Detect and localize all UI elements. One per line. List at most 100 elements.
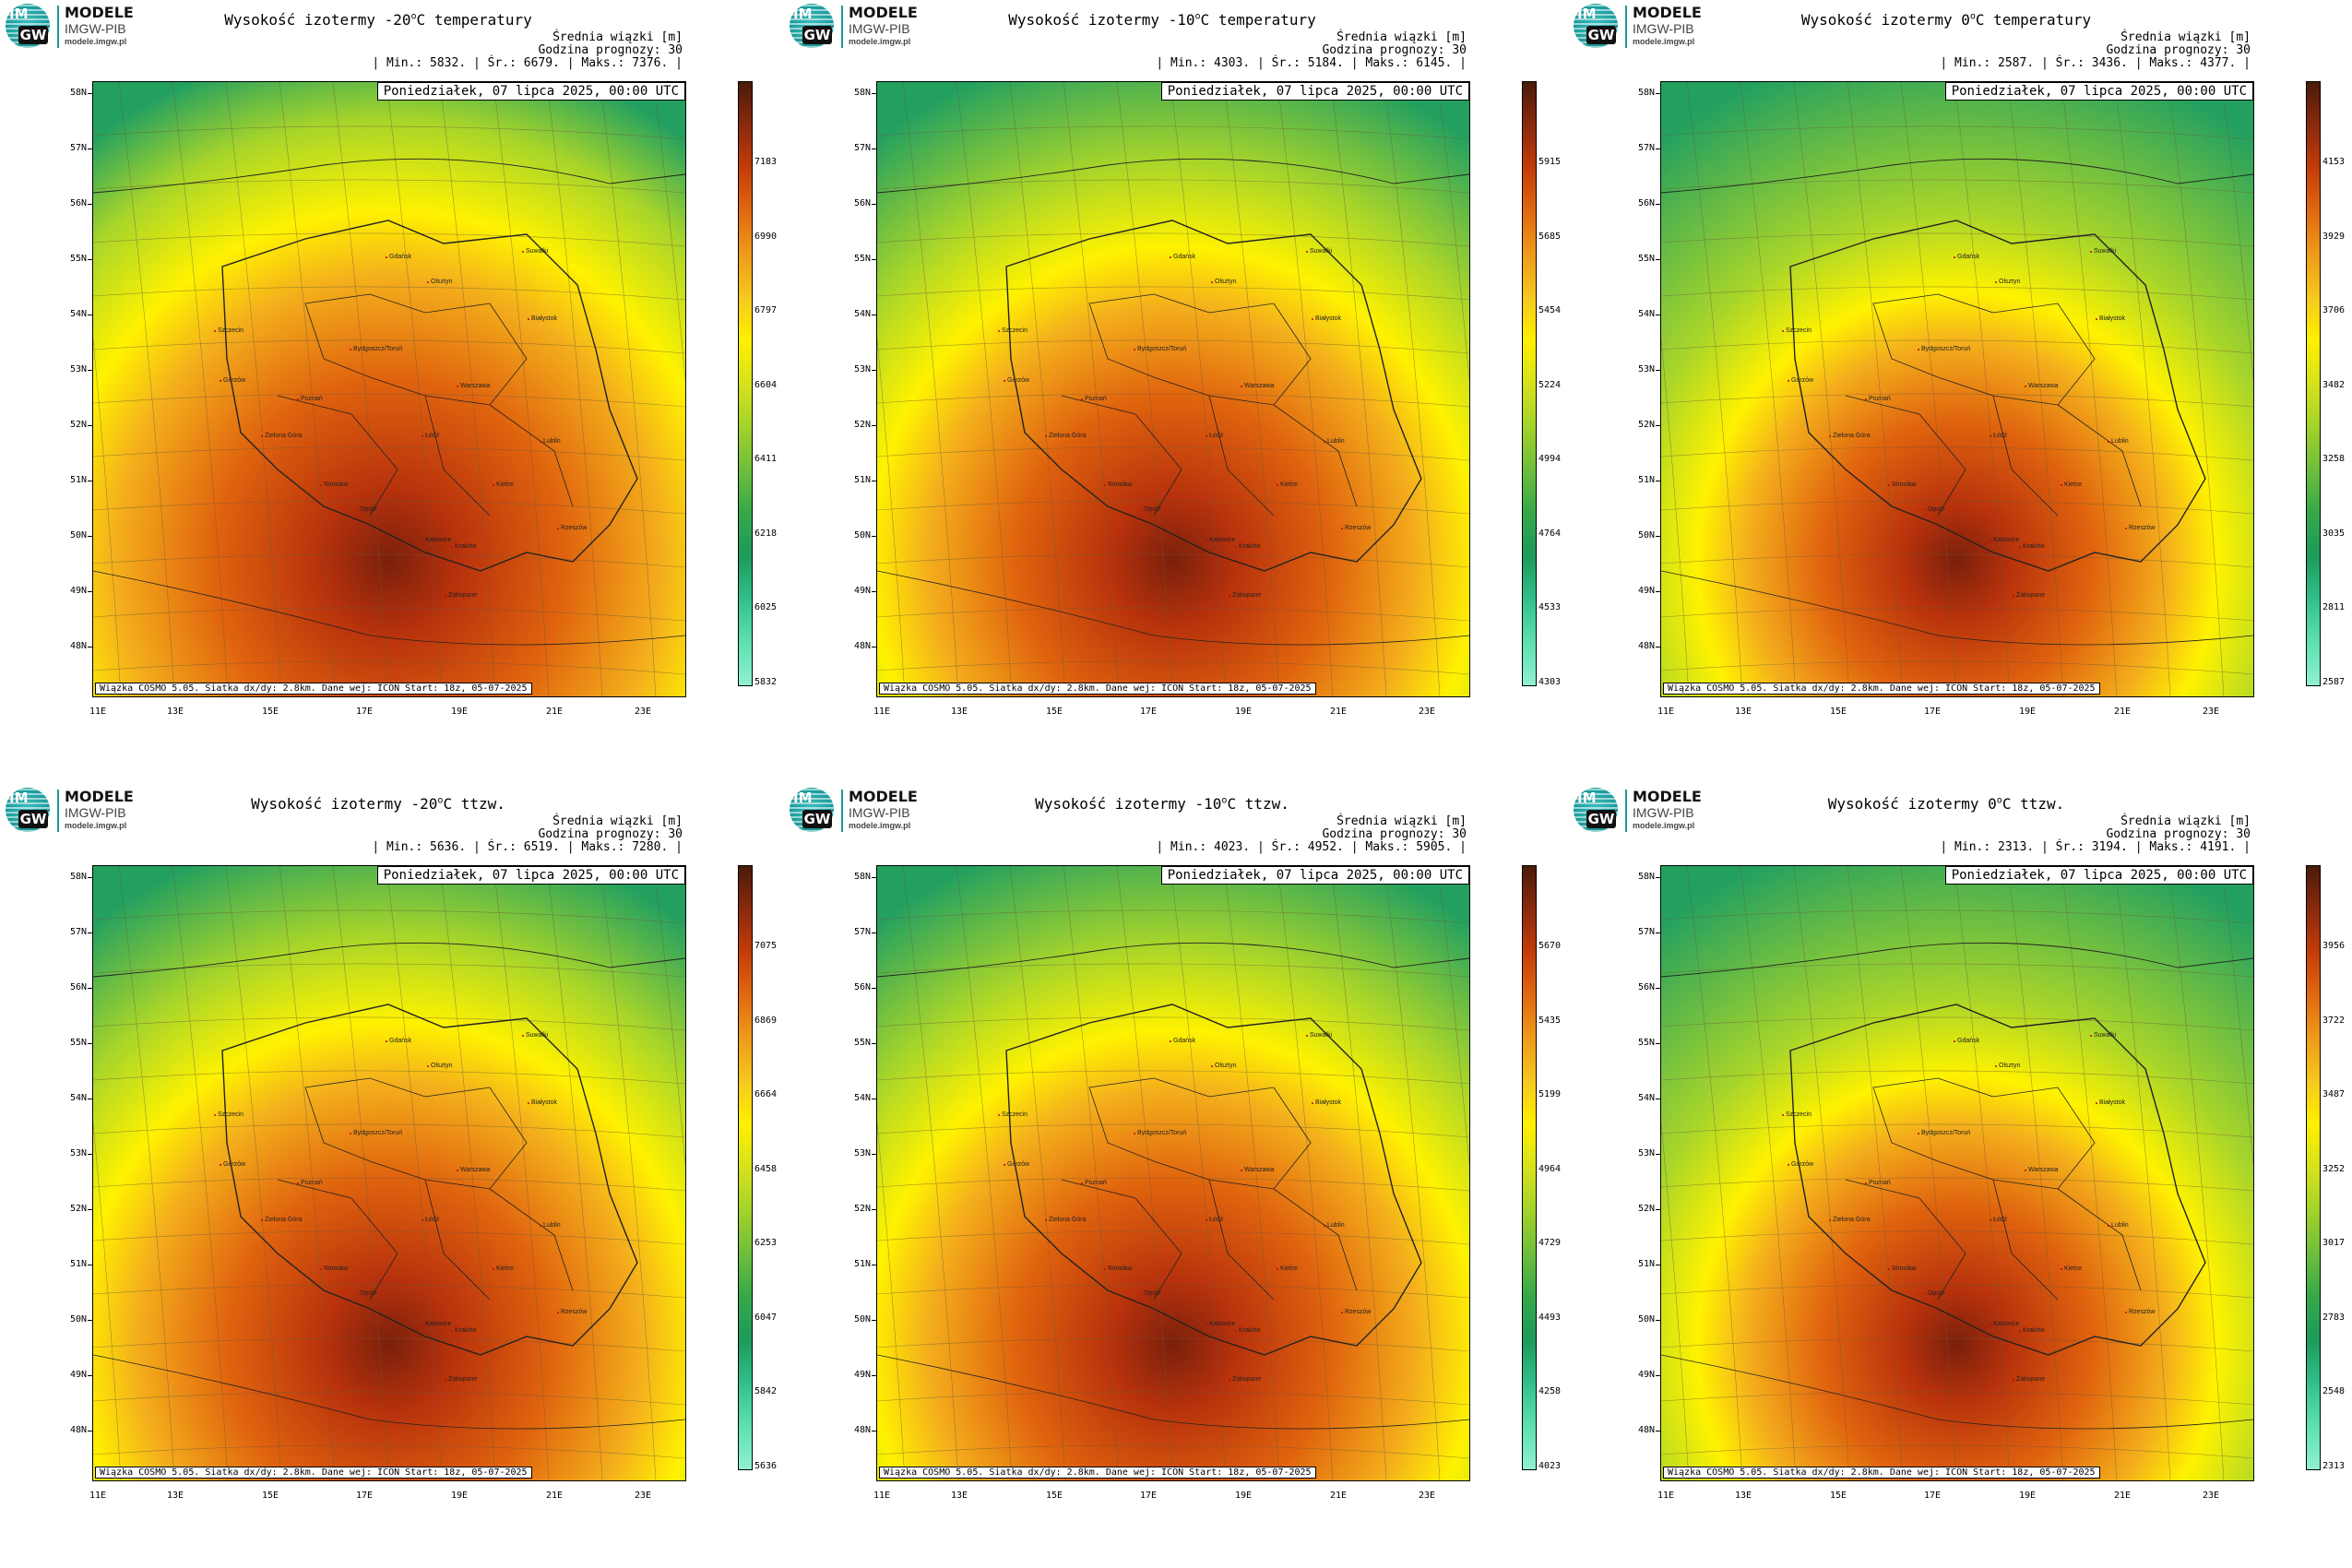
city-label: Gdańsk	[385, 254, 412, 260]
latitude-label: 56N	[1623, 982, 1660, 992]
latitude-label: 58N	[839, 872, 876, 882]
longitude-label: 15E	[261, 707, 279, 717]
colorbar	[2306, 81, 2321, 686]
panel-title: Wysokość izotermy -20oC temperatury	[148, 11, 609, 29]
colorbar-tick: 6411	[754, 454, 778, 464]
forecast-date: Poniedziałek, 07 lipca 2025, 00:00 UTC	[376, 866, 685, 885]
city-label: Białystok	[1311, 315, 1342, 322]
latitude-label: 49N	[839, 1370, 876, 1380]
colorbar-tick: 4303	[1538, 677, 1562, 687]
city-label: Warszawa	[2024, 1167, 2059, 1173]
degree-mark: o	[1194, 11, 1201, 22]
city-label: Katowice	[1205, 537, 1236, 543]
city-label: Białystok	[527, 1099, 558, 1106]
mean-label: Średnia wiązki [m]	[1336, 814, 1467, 828]
city-label: Opole	[1924, 1290, 1945, 1297]
city-label: Lublin	[1324, 438, 1345, 445]
longitude-label: 17E	[1139, 707, 1158, 717]
city-label: Katowice	[1205, 1321, 1236, 1327]
imgw-logo: IM GW MODELE IMGW-PIB modele.imgw.pl	[790, 788, 937, 836]
logo-url: modele.imgw.pl	[849, 821, 911, 830]
degree-mark: o	[1996, 795, 2002, 806]
latitude-label: 48N	[839, 1425, 876, 1435]
panel-title: Wysokość izotermy 0oC temperatury	[1716, 11, 2177, 29]
stats-sep: | Min.:	[372, 56, 431, 70]
latitude-label: 56N	[55, 982, 92, 992]
forecast-panel: IM GW MODELE IMGW-PIB modele.imgw.pl Wysokość…	[784, 0, 1568, 784]
longitude-label: 21E	[1329, 1491, 1348, 1501]
colorbar-tick: 4023	[1538, 1461, 1562, 1471]
latitude-label: 51N	[839, 475, 876, 485]
city-label: Gdańsk	[1169, 254, 1196, 260]
stat-avg: 6519.	[523, 840, 560, 854]
city-label: Gorzów	[1787, 1161, 1814, 1168]
logo-mark-bottom: GW	[802, 810, 832, 828]
latitude-label: 52N	[1623, 1204, 1660, 1214]
city-label: Zakopane	[1228, 1376, 1262, 1383]
stat-min: 4303.	[1214, 56, 1251, 70]
city-label: Gorzów	[1003, 377, 1030, 384]
city-label: Bydgoszcz/Toruń	[349, 346, 403, 352]
longitude-label: 11E	[873, 1491, 891, 1501]
longitude-label: 13E	[1734, 707, 1752, 717]
colorbar-tick: 6025	[754, 602, 778, 612]
latitude-label: 50N	[839, 530, 876, 540]
latitude-label: 51N	[1623, 475, 1660, 485]
logo-url: modele.imgw.pl	[849, 37, 911, 46]
city-label: Olsztyn	[1210, 1063, 1237, 1069]
latitude-label: 57N	[55, 927, 92, 937]
latitude-label: 57N	[55, 143, 92, 153]
city-label: Gdańsk	[1169, 1038, 1196, 1044]
colorbar-tick: 6253	[754, 1238, 778, 1248]
latitude-label: 58N	[55, 88, 92, 98]
title-main: Wysokość izotermy -20	[251, 795, 438, 813]
stats-line: | Min.: 4303. | Śr.: 5184. | Maks.: 6145…	[1156, 57, 1467, 70]
longitude-label: 15E	[1045, 707, 1063, 717]
panel-title: Wysokość izotermy 0oC ttzw.	[1716, 795, 2177, 813]
city-label: Gdańsk	[1953, 254, 1980, 260]
latitude-label: 57N	[1623, 927, 1660, 937]
city-label: Poznań	[1081, 396, 1107, 402]
latitude-label: 52N	[839, 1204, 876, 1214]
colorbar-tick: 3017	[2322, 1238, 2346, 1248]
logo-mark-top: IM	[1577, 6, 1597, 22]
title-suffix: C temperatury	[1200, 11, 1316, 29]
city-label: Łódź	[421, 1217, 440, 1223]
forecast-date: Poniedziałek, 07 lipca 2025, 00:00 UTC	[376, 82, 685, 101]
stats-sep: | Śr.:	[1250, 56, 1308, 70]
city-label: Poznań	[1081, 1180, 1107, 1186]
city-label: Szczecin	[997, 1111, 1028, 1118]
longitude-label: 15E	[1829, 1491, 1847, 1501]
latitude-label: 53N	[839, 1148, 876, 1158]
city-label: Rzeszów	[2124, 525, 2156, 531]
longitude-label: 13E	[950, 707, 968, 717]
stats-sep: |	[668, 840, 683, 854]
latitude-label: 48N	[55, 641, 92, 651]
logo-mark-top: IM	[9, 790, 29, 806]
city-label: Wrocław	[1888, 1265, 1917, 1272]
forecast-date: Poniedziałek, 07 lipca 2025, 00:00 UTC	[1944, 866, 2253, 885]
stat-min: 2587.	[1998, 56, 2035, 70]
stats-sep: |	[668, 56, 683, 70]
longitude-label: 11E	[873, 707, 891, 717]
city-label: Zielona Góra	[1044, 433, 1087, 439]
latitude-label: 53N	[1623, 1148, 1660, 1158]
latitude-label: 50N	[55, 1314, 92, 1324]
city-label: Bydgoszcz/Toruń	[1917, 346, 1971, 352]
panel-title: Wysokość izotermy -10oC ttzw.	[932, 795, 1393, 813]
city-label: Olsztyn	[426, 279, 453, 285]
colorbar-tick: 5454	[1538, 305, 1562, 315]
longitude-label: 23E	[634, 1491, 652, 1501]
isotherm-map: Poniedziałek, 07 lipca 2025, 00:00 UTC Wi…	[876, 81, 1470, 697]
city-label: Poznań	[1865, 396, 1891, 402]
latitude-label: 57N	[839, 143, 876, 153]
colorbar-tick: 4729	[1538, 1238, 1562, 1248]
colorbar-tick: 6869	[754, 1016, 778, 1026]
logo-subtitle: IMGW-PIB	[65, 21, 126, 36]
stat-avg: 3436.	[2091, 56, 2128, 70]
imgw-logo-mark: IM GW	[6, 4, 50, 48]
longitude-label: 19E	[450, 1491, 469, 1501]
colorbar-tick: 2587	[2322, 677, 2346, 687]
stat-max: 4377.	[2200, 56, 2237, 70]
logo-separator	[1625, 6, 1627, 48]
